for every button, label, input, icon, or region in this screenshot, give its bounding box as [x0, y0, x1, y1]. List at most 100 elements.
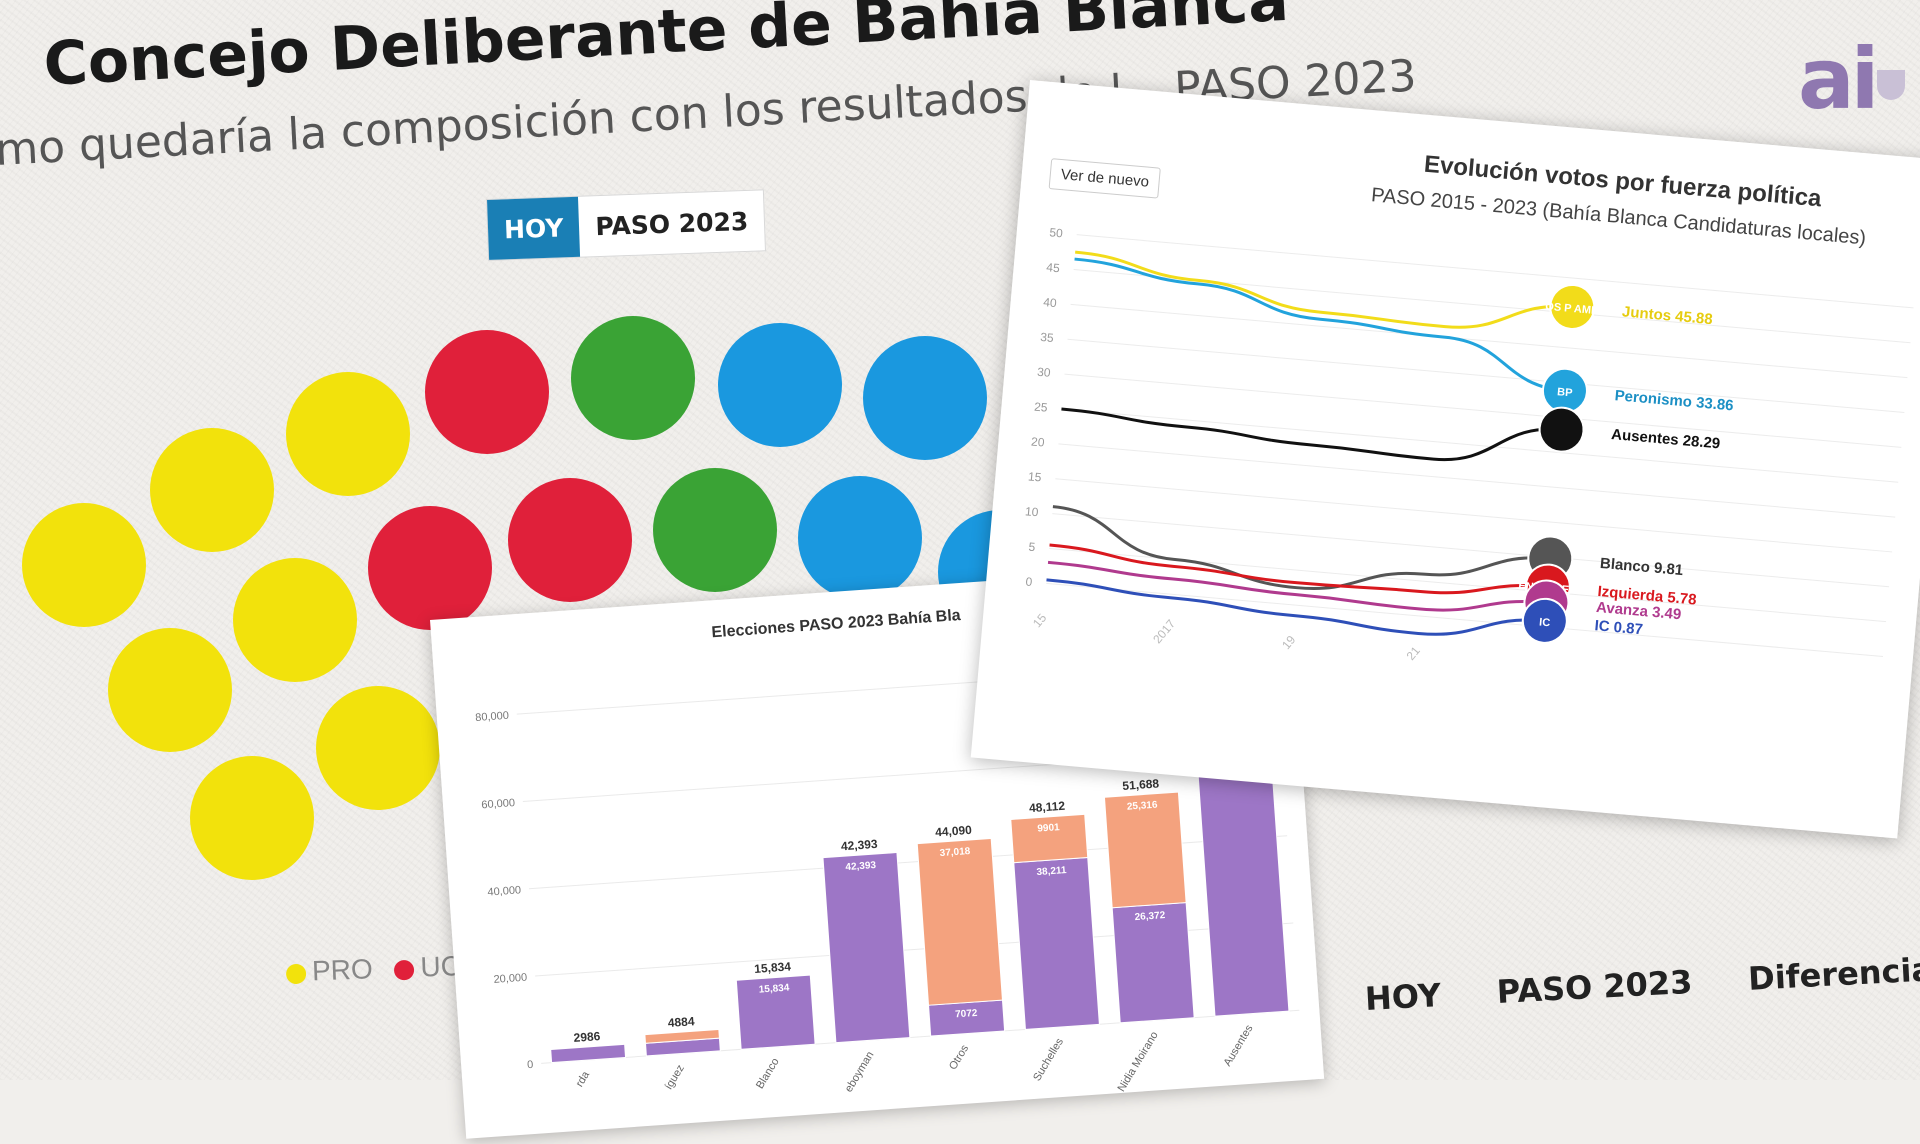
line-gridline — [1064, 373, 1902, 448]
seat-8 — [108, 628, 232, 752]
bar-total-label: 15,834 — [754, 959, 792, 976]
bar-category-label: Ausentes — [1222, 1023, 1256, 1069]
bar-category-label: eboyman — [843, 1049, 877, 1094]
line-series-avanza — [1047, 560, 1547, 612]
tab-diferencia[interactable]: Diferencia — [1747, 950, 1920, 998]
scenario-toggle: HOY PASO 2023 — [486, 189, 767, 261]
line-end-marker-ausentes — [1538, 406, 1585, 453]
line-series-peronismo — [1074, 257, 1566, 393]
bar-total-label: 2986 — [573, 1029, 601, 1045]
line-end-label-juntos: Juntos 45.88 — [1621, 303, 1713, 328]
bar-y-tick-label: 0 — [527, 1059, 534, 1071]
site-logo: ai — [1798, 30, 1906, 128]
seat-legend: PRO UC — [285, 950, 475, 989]
line-end-label-peronismo: Peronismo 33.86 — [1614, 387, 1734, 414]
toggle-paso-2023[interactable]: PASO 2023 — [594, 206, 749, 241]
line-series-ausentes — [1061, 407, 1562, 462]
bar-segment-2-6 — [1010, 813, 1089, 864]
bar-segment-1-6 — [1013, 856, 1100, 1030]
bar-segment-1-4 — [822, 851, 911, 1044]
toggle-hoy[interactable]: HOY — [487, 196, 581, 260]
seat-5 — [571, 316, 695, 440]
line-gridline — [1052, 513, 1890, 588]
line-series-ic — [1046, 578, 1545, 636]
line-gridline — [1076, 234, 1914, 309]
line-y-tick-label: 20 — [1031, 435, 1046, 450]
line-y-tick-label: 45 — [1046, 260, 1061, 275]
bar-segment-label: 7072 — [955, 1008, 978, 1021]
seat-7 — [863, 336, 987, 460]
tab-hoy[interactable]: HOY — [1364, 976, 1442, 1018]
bar-segment-label: 9901 — [1037, 822, 1060, 835]
legend-pro-swatch — [285, 963, 307, 984]
line-end-label-ic: IC 0.87 — [1594, 617, 1644, 638]
seat-10 — [368, 506, 492, 630]
tab-paso-2023[interactable]: PASO 2023 — [1495, 962, 1694, 1012]
line-series-juntos — [1075, 250, 1573, 329]
bar-y-tick-label: 20,000 — [493, 972, 527, 986]
line-series-izquierda — [1049, 543, 1548, 595]
line-y-tick-label: 35 — [1040, 330, 1055, 345]
wine-glass-icon — [1877, 70, 1906, 101]
line-badge-text: ÓS P AMB — [1545, 300, 1600, 318]
bar-segment-label: 25,316 — [1127, 800, 1159, 813]
line-badge-text: IC — [1539, 616, 1551, 629]
line-end-marker-juntos — [1549, 283, 1596, 330]
line-end-marker-ic — [1521, 597, 1568, 644]
bar-segment-label: 26,372 — [1134, 910, 1166, 923]
bar-category-label: Suchelles — [1031, 1036, 1066, 1083]
seat-1 — [22, 503, 146, 627]
bar-segment-label: 42,393 — [845, 860, 877, 873]
bar-category-label: Blanco — [754, 1056, 782, 1091]
seat-6 — [718, 323, 842, 447]
line-y-tick-label: 30 — [1037, 365, 1052, 380]
bar-total-label: 4884 — [667, 1014, 695, 1030]
bar-segment-label: 37,018 — [939, 846, 971, 859]
line-gridline — [1070, 303, 1908, 379]
seat-11 — [508, 478, 632, 602]
council-composition-panel: Concejo Deliberante de Bahía Blanca mo q… — [0, 0, 1920, 1018]
line-chart-panel: Evolución votos por fuerza política PASO… — [970, 80, 1920, 839]
bar-category-label: Otros — [947, 1042, 971, 1072]
bar-total-label: 51,688 — [1122, 776, 1160, 793]
line-y-tick-label: 5 — [1028, 540, 1036, 555]
line-end-label-blanco: Blanco 9.81 — [1599, 555, 1684, 579]
legend-pro-label: PRO — [311, 953, 374, 987]
bar-segment-2-7 — [1103, 791, 1187, 909]
line-chart: 0 5 10 15 20 25 30 35 40 45 50 15 2017 19 21 ÓS P AMB Ju… — [1024, 225, 1914, 663]
bar-y-tick-label: 60,000 — [481, 797, 515, 811]
legend-uc-swatch — [394, 959, 415, 981]
seat-16 — [316, 686, 440, 810]
line-gridline — [1055, 478, 1893, 553]
legend-item-uc: UC — [394, 950, 461, 983]
line-y-tick-label: 40 — [1043, 295, 1058, 310]
line-y-tick-label: 0 — [1025, 575, 1033, 590]
bar-total-label: 42,393 — [840, 837, 878, 854]
line-y-tick-label: 25 — [1034, 400, 1049, 415]
line-badge-text: BP — [1557, 386, 1573, 399]
seat-4 — [425, 330, 549, 454]
line-y-tick-label: 10 — [1024, 504, 1039, 519]
line-gridline — [1061, 408, 1899, 483]
bar-total-label: 48,112 — [1029, 799, 1066, 816]
bar-segment-1-3 — [735, 974, 816, 1050]
seat-9 — [233, 558, 357, 682]
bar-segment-label: 38,211 — [1036, 865, 1067, 878]
line-y-tick-label: 50 — [1049, 225, 1064, 240]
legend-item-pro: PRO — [285, 953, 373, 987]
bar-category-label: Nidia Moirano — [1115, 1030, 1160, 1094]
seat-3 — [286, 372, 410, 496]
seat-12 — [653, 468, 777, 592]
line-y-tick-label: 15 — [1027, 469, 1042, 484]
bar-segment-1-1 — [550, 1043, 627, 1064]
line-gridline — [1067, 338, 1905, 413]
line-series-blanco — [1052, 505, 1551, 590]
bar-category-label: rda — [574, 1069, 593, 1090]
line-gridline — [1058, 443, 1896, 518]
bar-segment-label: 15,834 — [758, 983, 790, 996]
bar-segment-2-2 — [644, 1028, 720, 1044]
bar-total-label: 44,090 — [935, 823, 973, 840]
line-x-tick-label: 19 — [1279, 633, 1299, 652]
line-x-tick-label: 21 — [1404, 643, 1424, 662]
logo-text: ai — [1798, 30, 1880, 128]
